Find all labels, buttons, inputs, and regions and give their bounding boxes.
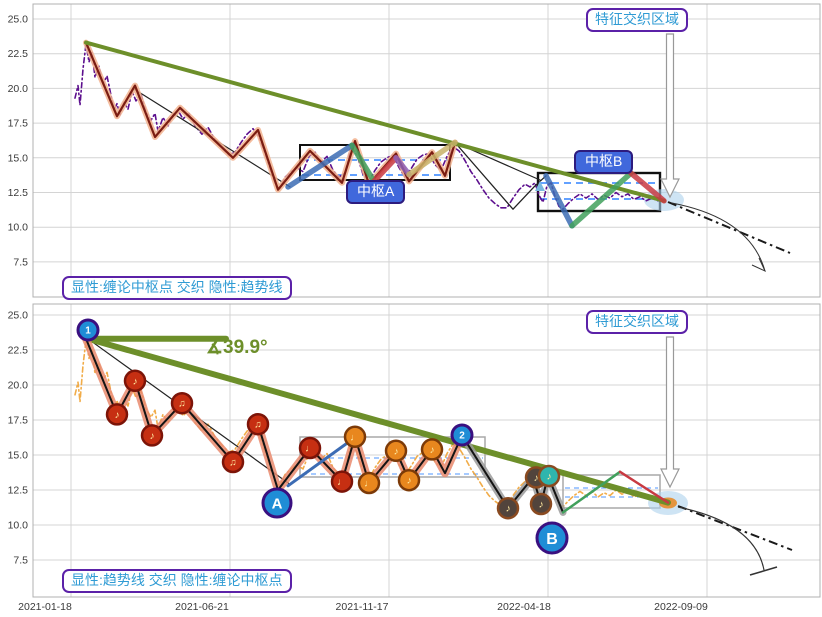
series-pen-green-b <box>569 170 634 229</box>
series-halo-salmon-zigzag <box>82 334 466 494</box>
note-marker <box>140 424 164 447</box>
badge-B <box>535 521 569 555</box>
badge-A <box>261 487 293 519</box>
y-tick-label: 25.0 <box>8 14 29 26</box>
caption-label-bottom: 显性:趋势线 交织 隐性:缠论中枢点 <box>62 569 292 593</box>
note-icon: ♪ <box>407 476 412 487</box>
series-pen-khaki-a <box>406 139 458 178</box>
pivot-b-label: 中枢B <box>574 150 634 174</box>
note-icon: ♪ <box>150 431 155 442</box>
note-marker <box>357 471 381 495</box>
panel-top: 25.0 22.5 20.0 17.5 15.0 12.5 10.0 7.5 <box>8 3 821 298</box>
pointer-arrow-icon <box>660 33 680 199</box>
y-tick-label: 22.5 <box>8 345 29 357</box>
end-bar <box>749 566 778 576</box>
caption-label-top: 显性:缠论中枢点 交织 隐性:趋势线 <box>62 276 292 300</box>
curved-arrowhead <box>751 257 767 273</box>
curved-arrow <box>671 202 766 272</box>
feature-zone-label-top: 特征交织区域 <box>586 8 688 32</box>
curved-line <box>677 506 765 571</box>
angle-annotation: ∡39.9° <box>206 337 268 358</box>
y-tick-label: 17.5 <box>8 415 29 427</box>
note-icon: ♪ <box>133 376 138 387</box>
note-marker <box>170 391 194 415</box>
y-tick-label: 20.0 <box>8 380 29 392</box>
plot-border <box>32 303 821 598</box>
panel-bottom: 25.0 22.5 20.0 17.5 15.0 12.5 10.0 7.5 2021-01-1… <box>8 303 821 613</box>
note-marker <box>384 439 408 463</box>
note-icon: ♩ <box>364 479 374 490</box>
note-marker <box>221 450 245 474</box>
series-green-thin <box>561 470 622 514</box>
note-marker <box>529 492 553 516</box>
series-thin-zigzag <box>454 141 547 210</box>
x-tick-label: 2022-09-09 <box>654 601 708 613</box>
feature-zone-label-bottom: 特征交织区域 <box>586 310 688 334</box>
series-pen-green-a <box>349 142 377 185</box>
badge-label: B <box>546 531 558 548</box>
badge-2 <box>450 423 474 447</box>
note-marker <box>298 436 322 460</box>
note-marker <box>123 369 147 393</box>
note-icon: ♪ <box>115 410 120 421</box>
note-icon: ♪ <box>506 504 511 515</box>
y-tick-label: 12.5 <box>8 485 29 497</box>
y-tick-label: 7.5 <box>13 555 28 567</box>
x-tick-label: 2021-01-18 <box>18 601 72 613</box>
series-green-trendline <box>85 335 671 506</box>
note-marker <box>330 470 354 493</box>
badge-1 <box>76 318 100 342</box>
note-icon: ♫ <box>178 399 186 410</box>
x-tick-label: 2021-11-17 <box>336 601 389 613</box>
series-pen-blue-b <box>543 173 575 229</box>
note-marker <box>105 403 129 426</box>
badge-label: A <box>272 495 283 512</box>
pivot-a-label: 中枢A <box>346 180 406 204</box>
pointer-arrow-icon <box>660 336 680 489</box>
y-tick-label: 7.5 <box>13 256 28 268</box>
y-tick-label: 22.5 <box>8 48 29 60</box>
hidden-pivot-b-box <box>562 474 661 509</box>
note-marker <box>537 464 561 488</box>
series-pen-red-b <box>628 170 667 204</box>
y-tick-label: 15.0 <box>8 152 29 164</box>
note-marker <box>397 468 421 492</box>
series-pen-blue-a <box>285 142 355 190</box>
note-icon: ♫ <box>254 420 262 431</box>
series-pen-purple-a <box>393 155 412 178</box>
y-tick-label: 10.0 <box>8 520 29 532</box>
series-green-trendline <box>84 40 666 203</box>
note-icon: ♪ <box>539 500 544 511</box>
series-pen-red-a <box>371 155 399 185</box>
note-icon: ♩ <box>337 477 347 488</box>
projection-dashdot <box>667 201 791 254</box>
y-tick-label: 25.0 <box>8 310 29 322</box>
note-marker <box>343 425 367 449</box>
y-tick-label: 10.0 <box>8 222 29 234</box>
note-icon: ♪ <box>534 473 539 484</box>
badge-label: 2 <box>459 431 465 442</box>
plot-border <box>32 3 821 298</box>
badge-label: 1 <box>85 326 91 337</box>
skyblue-marker <box>535 181 545 191</box>
note-icon: ♩ <box>305 444 315 455</box>
y-tick-label: 17.5 <box>8 118 29 130</box>
note-marker <box>246 412 270 436</box>
series-pen-blue <box>286 438 354 488</box>
x-tick-label: 2021-06-21 <box>175 601 229 613</box>
note-marker <box>420 438 444 461</box>
note-icon: ♫ <box>229 458 237 469</box>
note-icon: ♪ <box>430 445 435 456</box>
y-tick-label: 15.0 <box>8 450 29 462</box>
note-icon: ♪ <box>394 446 399 457</box>
note-icon: ♩ <box>350 432 360 443</box>
y-tick-label: 12.5 <box>8 187 29 199</box>
x-tick-label: 2022-04-18 <box>497 601 551 613</box>
note-icon: ♪ <box>547 472 552 483</box>
series-red-thin <box>618 470 670 504</box>
note-marker <box>496 496 520 520</box>
y-tick-label: 20.0 <box>8 83 29 95</box>
